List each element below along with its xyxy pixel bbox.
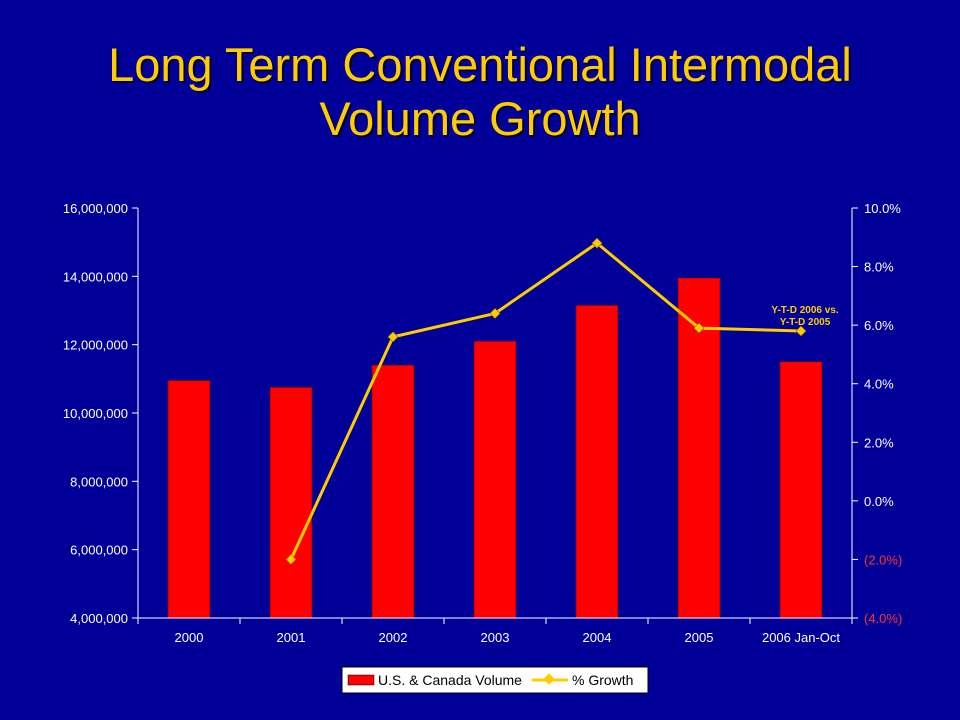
legend: U.S. & Canada Volume % Growth (341, 666, 649, 694)
title-line-1: Long Term Conventional Intermodal (108, 38, 852, 91)
annotation-line-1: Y-T-D 2006 vs. (771, 305, 838, 316)
x-tick-label: 2002 (379, 630, 408, 645)
x-tick-label: 2004 (583, 630, 612, 645)
page-title: Long Term Conventional Intermodal Volume… (0, 38, 960, 146)
left-tick-label: 8,000,000 (70, 474, 128, 489)
x-tick-label: 2005 (685, 630, 714, 645)
growth-point (591, 237, 603, 249)
legend-bar-label: U.S. & Canada Volume (378, 672, 522, 688)
bar-2003 (473, 340, 517, 619)
bar-2000 (167, 380, 211, 619)
right-tick-label: (2.0%) (864, 552, 902, 567)
growth-point (693, 322, 705, 334)
left-tick-label: 4,000,000 (70, 611, 128, 626)
annotation-line-2: Y-T-D 2005 (780, 317, 831, 328)
growth-point (285, 554, 297, 565)
legend-line-marker (543, 673, 555, 685)
bar-2005 (677, 277, 721, 619)
right-tick-label: 2.0% (864, 435, 894, 450)
left-tick-label: 6,000,000 (70, 543, 128, 558)
growth-point (489, 308, 501, 319)
bar-2004 (575, 305, 619, 619)
legend-bar-swatch (347, 674, 375, 686)
x-tick-label: 2000 (175, 630, 204, 645)
growth-point (795, 325, 807, 337)
right-tick-label: 8.0% (864, 260, 894, 275)
right-tick-label: 6.0% (864, 318, 894, 333)
left-tick-label: 10,000,000 (63, 406, 128, 421)
bar-2006-jan-oct (779, 361, 823, 619)
left-tick-label: 14,000,000 (63, 269, 128, 284)
bar-2002 (371, 364, 415, 619)
annotation: Y-T-D 2006 vs. Y-T-D 2005 (771, 305, 838, 328)
right-tick-label: 4.0% (864, 377, 894, 392)
line-series (285, 237, 807, 565)
x-tick-label: 2006 Jan-Oct (762, 630, 840, 645)
right-tick-label: 10.0% (864, 201, 901, 216)
bar-2001 (269, 387, 313, 619)
left-tick-label: 12,000,000 (63, 338, 128, 353)
x-tick-label: 2001 (277, 630, 306, 645)
bar-series (167, 277, 823, 619)
right-tick-label: 0.0% (864, 494, 894, 509)
legend-box (341, 666, 649, 694)
title-line-2: Volume Growth (319, 92, 641, 145)
axes: 4,000,000 6,000,000 8,000,000 10,000,000 12,… (63, 201, 902, 645)
growth-line (289, 241, 802, 561)
right-tick-label: (4.0%) (864, 611, 902, 626)
x-tick-label: 2003 (481, 630, 510, 645)
legend-line-label: % Growth (572, 672, 633, 688)
growth-point (387, 331, 399, 343)
left-tick-label: 16,000,000 (63, 201, 128, 216)
